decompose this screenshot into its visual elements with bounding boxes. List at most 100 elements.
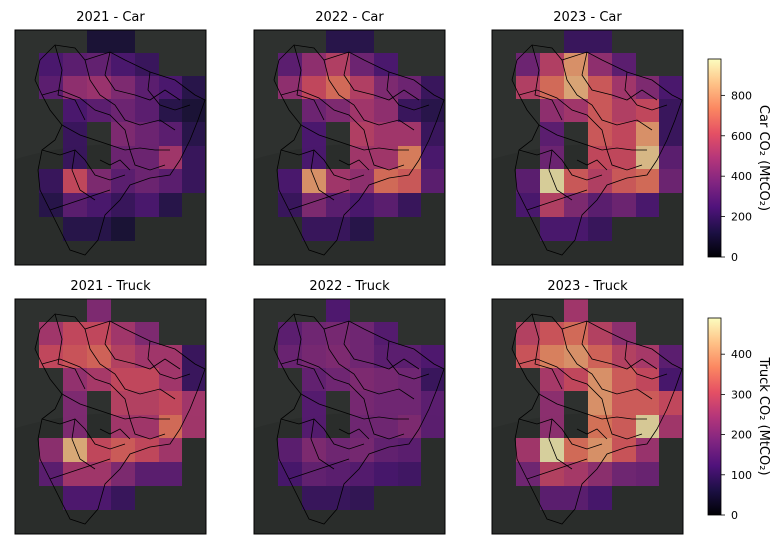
heatmap-cell (398, 193, 421, 217)
heatmap-cell (612, 345, 636, 368)
heatmap-cell (564, 368, 588, 391)
heatmap-cell (39, 193, 63, 217)
heatmap-cell (302, 122, 326, 146)
colorbar-tick-label: 200 (731, 429, 752, 442)
heatmap-cell (588, 53, 612, 76)
heatmap-cell (326, 169, 350, 193)
heatmap-cell (516, 193, 540, 217)
heatmap-cell (374, 322, 398, 345)
panel-frame (491, 29, 684, 266)
colorbar-tick-label: 800 (731, 89, 752, 102)
border-line (343, 51, 420, 101)
heatmap-cell (326, 322, 350, 345)
heatmap-cell (87, 76, 111, 99)
heatmap-cell (350, 438, 374, 462)
heatmap-cell (588, 99, 612, 122)
heatmap-cell (63, 146, 87, 169)
heatmap-cell (636, 438, 659, 462)
heatmap-cell (350, 415, 374, 438)
heatmap-cell (516, 462, 540, 486)
colorbar-tick-label: 300 (731, 388, 752, 401)
heatmap-cell (350, 122, 374, 146)
heatmap-cell (135, 169, 159, 193)
border-line (104, 51, 181, 101)
heatmap-cell (636, 122, 659, 146)
heatmap-cell (63, 217, 87, 241)
heatmap-cell (63, 345, 87, 368)
heatmap-cell (350, 146, 374, 169)
colorbar-tick-label: 200 (731, 211, 752, 224)
heatmap-cell (87, 438, 111, 462)
heatmap-cell (374, 438, 398, 462)
border-line (323, 59, 415, 131)
border-line (368, 149, 405, 171)
heatmap-cell (302, 486, 326, 510)
border-line (511, 44, 683, 256)
heatmap-cell (564, 99, 588, 122)
border-line (581, 320, 658, 370)
heatmap-cell (63, 368, 87, 391)
heatmap-cell (421, 391, 444, 415)
heatmap-cell (111, 169, 135, 193)
colorbar-label: Truck CO₂ (MtCO₂) (756, 356, 771, 475)
heatmap-cell (398, 99, 421, 122)
heatmap-cell (612, 391, 636, 415)
heatmap-cell (564, 53, 588, 76)
panel-frame (14, 298, 207, 535)
heatmap-cell (350, 99, 374, 122)
heatmap-cell (302, 217, 326, 241)
heatmap-cell (350, 368, 374, 391)
heatmap-cell (111, 415, 135, 438)
border-line (61, 393, 170, 420)
heatmap-cell (182, 345, 205, 368)
heatmap-cell (588, 415, 612, 438)
border-line (147, 71, 191, 111)
heatmap-cell (159, 76, 182, 99)
heatmap-cell (87, 299, 111, 322)
heatmap-cell (374, 193, 398, 217)
border-line (41, 418, 126, 450)
heatmap-cell (398, 122, 421, 146)
heatmap-cell (588, 486, 612, 510)
heatmap-cell (111, 438, 135, 462)
colorbar-tick-label: 400 (731, 348, 752, 361)
heatmap-cell (135, 438, 159, 462)
border-line (310, 149, 335, 201)
heatmap-cell (588, 322, 612, 345)
heatmap-cell (540, 99, 564, 122)
heatmap-cell (421, 169, 444, 193)
heatmap-cell (39, 438, 63, 462)
heatmap-cell (398, 438, 421, 462)
border-line (518, 418, 603, 450)
heatmap-cell (588, 76, 612, 99)
panel-5: 2022 - Truck (253, 279, 446, 535)
panel-title: 2021 - Car (76, 10, 145, 25)
heatmap-cell (564, 438, 588, 462)
heatmap-cell (612, 322, 636, 345)
heatmap-cell (540, 169, 564, 193)
border-line (49, 189, 111, 211)
heatmap-cell (135, 368, 159, 391)
heatmap-cell (421, 345, 444, 368)
heatmap-cell (182, 169, 205, 193)
heatmap-cell (278, 53, 302, 76)
heatmap-cell (326, 99, 350, 122)
heatmap-cell (87, 30, 111, 53)
heatmap-cell (540, 146, 564, 169)
border-line (531, 313, 563, 390)
heatmap-cell (659, 391, 682, 415)
heatmap-cell (63, 438, 87, 462)
heatmap-cell (302, 169, 326, 193)
heatmap-cell (540, 415, 564, 438)
heatmap-cell (159, 345, 182, 368)
border-line (84, 328, 176, 400)
border-line (538, 393, 647, 420)
region-borders (273, 313, 445, 525)
border-line (104, 320, 181, 370)
heatmap-cell (302, 53, 326, 76)
heatmap-cell (111, 368, 135, 391)
border-line (368, 418, 405, 440)
heatmap-cell (135, 391, 159, 415)
heatmap-cell (63, 193, 87, 217)
border-line (300, 393, 409, 420)
